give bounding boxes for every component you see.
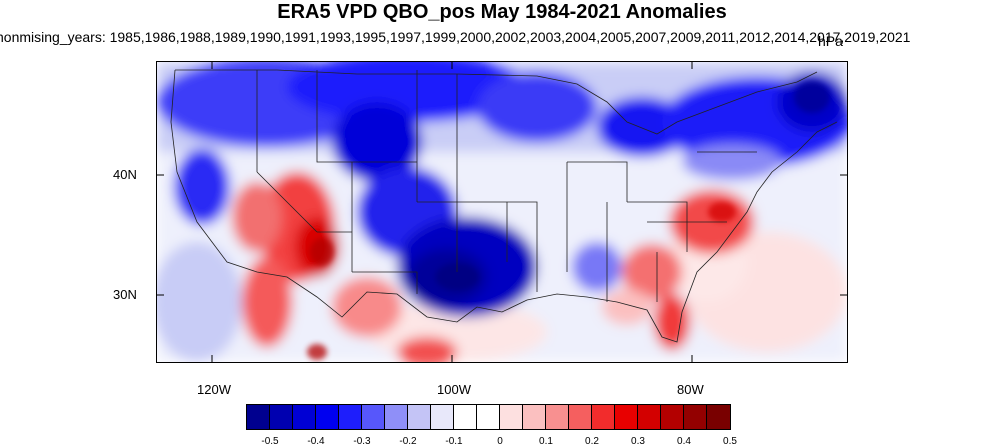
colorbar-label: -0.3 [353, 436, 371, 447]
anomaly-detail [307, 81, 830, 360]
colorbar-box [615, 405, 638, 429]
colorbar-label: 0.4 [677, 436, 691, 447]
state-boundaries [170, 69, 838, 343]
colorbar-box [592, 405, 615, 429]
colorbar-label: -0.2 [399, 436, 417, 447]
map-ticks [157, 62, 847, 362]
colorbar-box [523, 405, 546, 429]
colorbar-box [408, 405, 431, 429]
colorbar-box [270, 405, 293, 429]
chart-title: ERA5 VPD QBO_pos May 1984-2021 Anomalies [277, 1, 727, 23]
colorbar-box [569, 405, 592, 429]
colorbar-label: 0.1 [539, 436, 553, 447]
colorbar-box [454, 405, 477, 429]
colorbar-box [500, 405, 523, 429]
colorbar-label: 0.5 [723, 436, 737, 447]
colorbar-box [638, 405, 661, 429]
colorbar-label: 0.2 [585, 436, 599, 447]
lat-label-40n: 40N [113, 167, 137, 182]
colorbar-label: -0.4 [307, 436, 325, 447]
lon-label-120w: 120W [197, 382, 231, 397]
colorbar-label: 0.3 [631, 436, 645, 447]
colorbar-box [684, 405, 707, 429]
colorbar-box [661, 405, 684, 429]
colorbar-box [431, 405, 454, 429]
colorbar-box [339, 405, 362, 429]
colorbar-box [707, 405, 730, 429]
anomaly-field [157, 62, 847, 362]
lon-label-80w: 80W [677, 382, 704, 397]
colorbar-label: -0.5 [261, 436, 279, 447]
colorbar-box [316, 405, 339, 429]
tick-marks [157, 62, 847, 362]
anomaly-map [156, 61, 848, 363]
lon-label-100w: 100W [437, 382, 471, 397]
colorbar-box [546, 405, 569, 429]
colorbar-box [385, 405, 408, 429]
units-label: hPa [818, 33, 843, 49]
colorbar-box [293, 405, 316, 429]
lat-label-30n: 30N [113, 287, 137, 302]
colorbar-box [362, 405, 385, 429]
colorbar-label: 0 [497, 436, 503, 447]
colorbar-box [477, 405, 500, 429]
colorbar [246, 404, 731, 430]
years-subtitle: nonmising_years: 1985,1986,1988,1989,199… [0, 29, 911, 45]
colorbar-box [247, 405, 270, 429]
colorbar-label: -0.1 [445, 436, 463, 447]
